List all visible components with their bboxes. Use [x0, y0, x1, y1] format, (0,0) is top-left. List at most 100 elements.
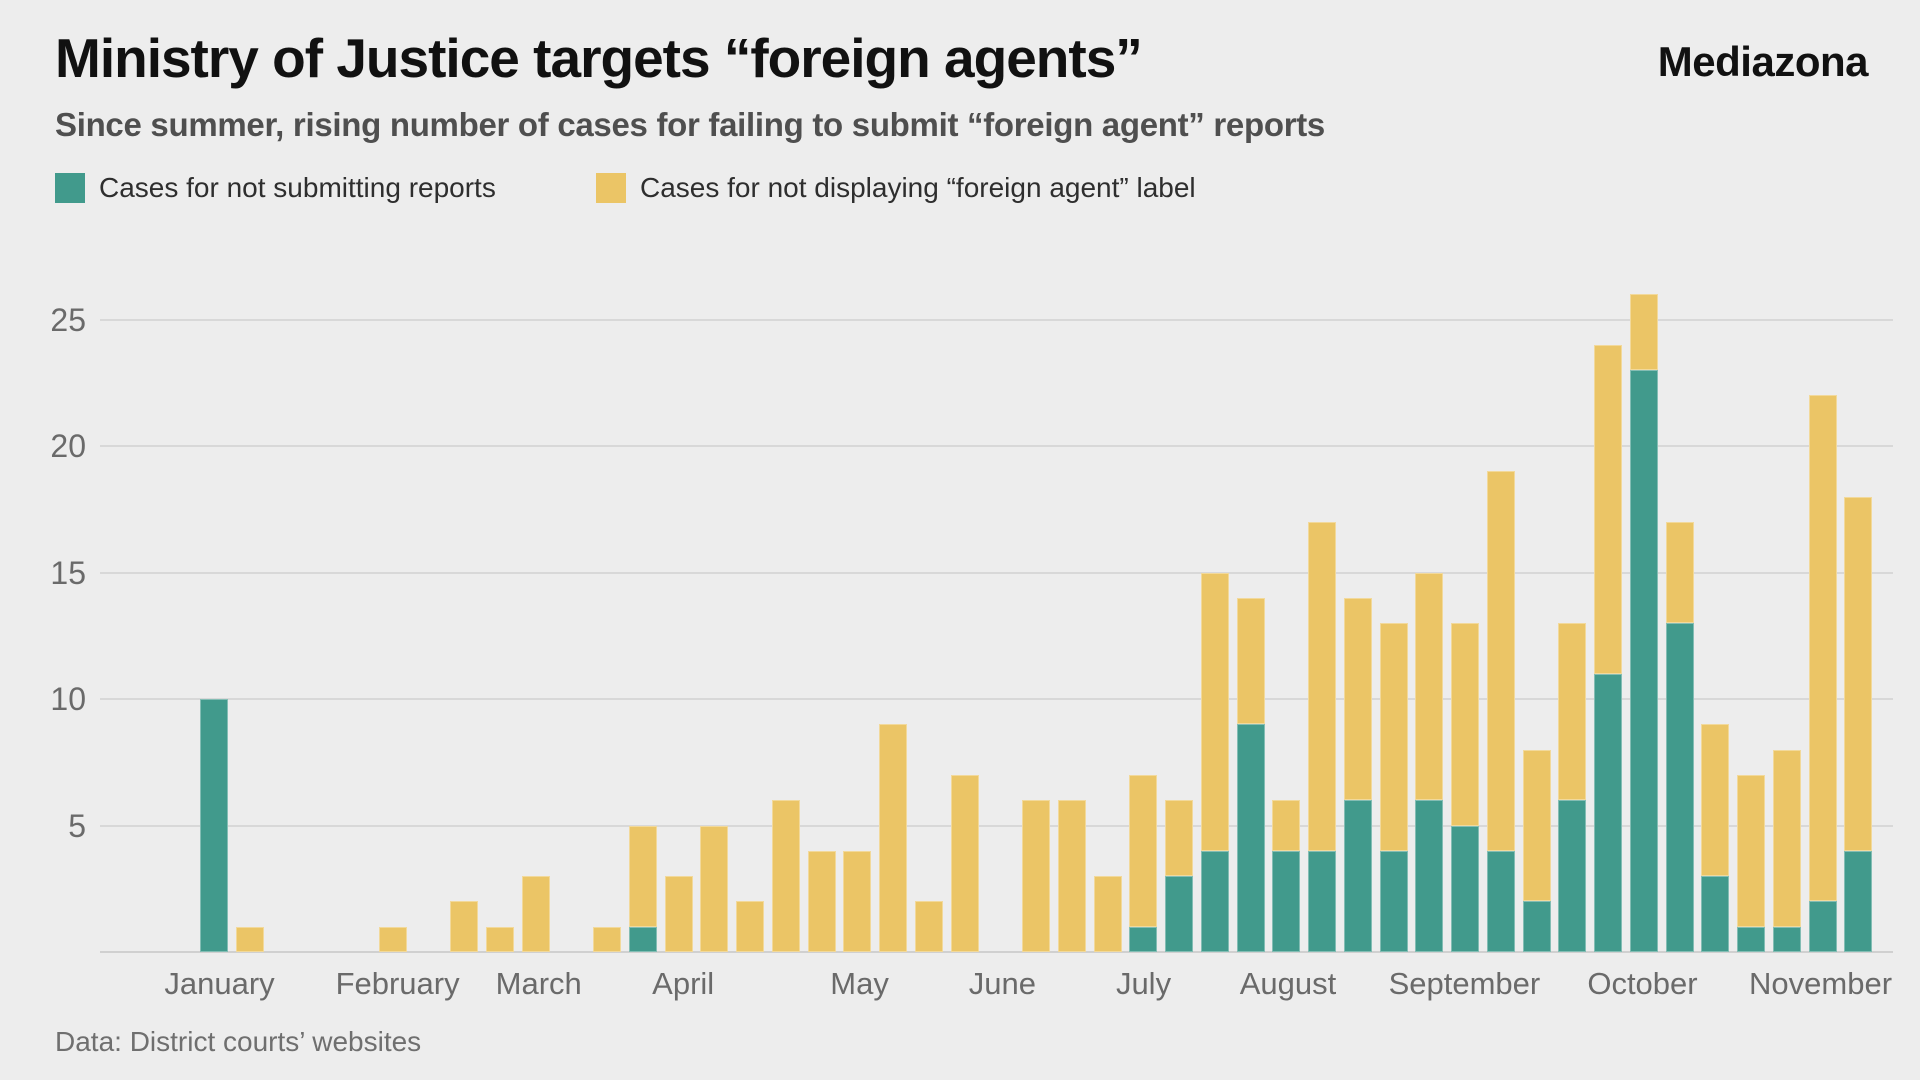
bar-segment-label-cases	[1701, 724, 1730, 877]
bar-week-31	[1269, 270, 1305, 952]
bar-week-10	[518, 270, 554, 952]
y-tick-5: 5	[68, 807, 86, 844]
bar-segment-report-cases	[1844, 850, 1873, 952]
bar-week-40	[1590, 270, 1626, 952]
x-label-july: July	[1115, 966, 1172, 1001]
bar-week-13	[625, 270, 661, 952]
bar-week-28	[1161, 270, 1197, 952]
bar-segment-label-cases	[807, 850, 836, 952]
bar-week-7	[411, 270, 447, 952]
bar-week-1	[196, 270, 232, 952]
bar-segment-report-cases	[1737, 926, 1766, 952]
bar-week-42	[1662, 270, 1698, 952]
bar-week-21	[911, 270, 947, 952]
x-label-may: May	[830, 966, 889, 1001]
x-label-april: April	[652, 966, 715, 1001]
bar-week-23	[983, 270, 1019, 952]
chart-subtitle: Since summer, rising number of cases for…	[55, 106, 1325, 143]
y-tick-15: 15	[50, 554, 86, 591]
bar-segment-report-cases	[1629, 370, 1658, 952]
bar-week-22	[947, 270, 983, 952]
bar-week-14	[661, 270, 697, 952]
bar-segment-report-cases	[1522, 901, 1551, 952]
bar-week-44	[1733, 270, 1769, 952]
bar-week-20	[875, 270, 911, 952]
bar-week-45	[1769, 270, 1805, 952]
bar-segment-report-cases	[1808, 901, 1837, 952]
bar-segment-report-cases	[1272, 850, 1301, 952]
bar-segment-report-cases	[1343, 800, 1372, 952]
legend-label-reports: Cases for not submitting reports	[99, 172, 496, 203]
bar-week-39	[1555, 270, 1591, 952]
bar-segment-report-cases	[1451, 825, 1480, 952]
bar-week-17	[768, 270, 804, 952]
data-source: Data: District courts’ websites	[55, 1026, 422, 1057]
bar-segment-label-cases	[1737, 774, 1766, 927]
bar-segment-label-cases	[1451, 623, 1480, 826]
x-label-september: September	[1388, 966, 1541, 1001]
bar-segment-label-cases	[843, 850, 872, 952]
bar-segment-label-cases	[485, 926, 514, 952]
bar-week-46	[1805, 270, 1841, 952]
bar-segment-label-cases	[950, 774, 979, 952]
bar-week-18	[804, 270, 840, 952]
brand-logo: Mediazona	[1657, 38, 1869, 85]
bar-segment-label-cases	[1236, 597, 1265, 725]
bar-segment-label-cases	[1200, 572, 1229, 851]
bar-segment-label-cases	[1808, 395, 1837, 902]
bar-week-37	[1483, 270, 1519, 952]
bars-layer	[196, 270, 1876, 952]
bar-segment-report-cases	[1129, 926, 1158, 952]
x-axis-baseline	[100, 951, 1893, 953]
bar-segment-label-cases	[736, 901, 765, 952]
gridline-15	[100, 571, 1893, 574]
bar-segment-report-cases	[1236, 724, 1265, 952]
x-axis-labels: January February March April May June July Augu…	[164, 966, 1892, 1010]
bar-segment-label-cases	[235, 926, 264, 952]
bar-segment-label-cases	[1022, 800, 1051, 952]
bar-segment-report-cases	[1701, 876, 1730, 952]
bar-week-9	[482, 270, 518, 952]
bar-segment-label-cases	[1486, 471, 1515, 851]
bar-segment-label-cases	[1343, 597, 1372, 801]
bar-segment-label-cases	[1415, 572, 1444, 801]
x-label-march: March	[495, 966, 582, 1001]
bar-week-30	[1233, 270, 1269, 952]
bar-segment-label-cases	[1129, 774, 1158, 927]
bar-week-2	[232, 270, 268, 952]
gridline-10	[100, 698, 1893, 700]
x-label-june: June	[968, 966, 1037, 1001]
bar-segment-report-cases	[628, 926, 657, 952]
bar-segment-label-cases	[914, 901, 943, 952]
yellow-swatch-icon	[596, 173, 626, 203]
bar-segment-label-cases	[1308, 521, 1337, 851]
bar-segment-label-cases	[450, 901, 479, 952]
x-label-august: August	[1239, 966, 1337, 1001]
bar-week-25	[1054, 270, 1090, 952]
bar-week-35	[1412, 270, 1448, 952]
bar-segment-report-cases	[1165, 876, 1194, 952]
bar-week-29	[1197, 270, 1233, 952]
bar-segment-label-cases	[1093, 876, 1122, 952]
bar-week-15	[697, 270, 733, 952]
bar-segment-report-cases	[1486, 850, 1515, 952]
gridline-5	[100, 824, 1893, 827]
bar-segment-label-cases	[1558, 623, 1587, 801]
bar-week-47	[1841, 270, 1877, 952]
bar-segment-label-cases	[1057, 800, 1086, 952]
bar-segment-report-cases	[199, 699, 228, 952]
y-tick-25: 25	[50, 301, 86, 338]
bar-segment-label-cases	[1522, 749, 1551, 902]
x-label-january: January	[164, 966, 275, 1001]
bar-segment-report-cases	[1379, 850, 1408, 952]
bar-week-33	[1340, 270, 1376, 952]
x-label-february: February	[335, 966, 460, 1001]
bar-week-4	[303, 270, 339, 952]
bar-week-32	[1304, 270, 1340, 952]
bar-week-8	[446, 270, 482, 952]
legend-label-displaying: Cases for not displaying “foreign agent”…	[640, 172, 1196, 203]
bar-week-16	[732, 270, 768, 952]
bar-week-5	[339, 270, 375, 952]
bar-segment-label-cases	[879, 724, 908, 952]
bar-segment-report-cases	[1665, 623, 1694, 952]
